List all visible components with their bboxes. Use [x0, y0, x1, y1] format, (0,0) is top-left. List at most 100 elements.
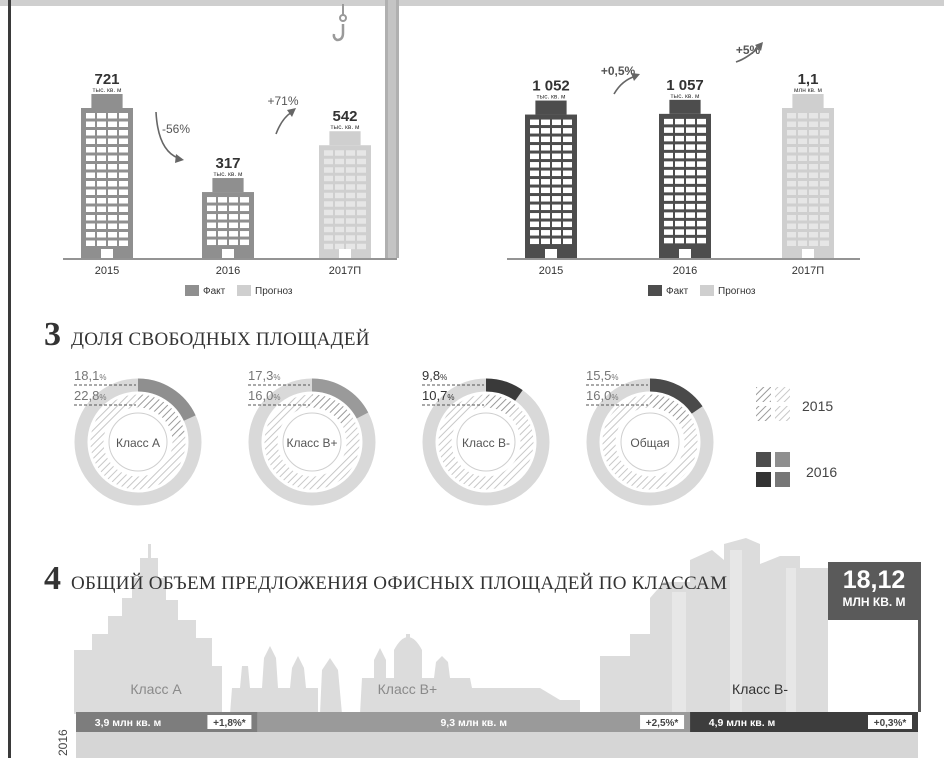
building-window	[809, 181, 818, 187]
building-window	[541, 204, 550, 211]
building-window	[119, 181, 128, 187]
change-arrow-1	[275, 108, 296, 135]
donut-4: Общая 15,5% 16,0%	[586, 368, 714, 506]
building-window	[357, 209, 366, 216]
building-window	[686, 144, 695, 150]
bar-2015	[81, 94, 133, 258]
building-window	[675, 161, 684, 167]
building-window	[119, 206, 128, 212]
building-window	[541, 128, 550, 134]
section-3-title: ДОЛЯ СВОБОДНЫХ ПЛОЩАДЕЙ	[71, 329, 370, 350]
building-window	[357, 235, 366, 241]
donut-value-2016: 17,3%	[248, 368, 280, 383]
building-window	[563, 145, 572, 151]
building-window	[86, 215, 95, 221]
building-window	[346, 235, 355, 241]
building-window	[697, 212, 706, 218]
building-window	[809, 113, 818, 119]
building-window	[697, 118, 706, 125]
year-label-2016: 2016	[673, 265, 697, 277]
building-window	[86, 113, 95, 119]
office-supply-by-class: Класс А 3,9 млн кв. м +1,8%* Класс В+ 9,3 мл…	[76, 681, 918, 758]
building-window	[798, 147, 807, 153]
building-window	[787, 155, 796, 161]
building-door	[802, 249, 814, 258]
building-window	[664, 144, 673, 150]
donut-3: Класс В- 9,8% 10,7%	[422, 368, 550, 506]
building-window	[97, 121, 106, 127]
building-window	[240, 231, 249, 237]
building-window	[675, 186, 684, 193]
moscow-skyline-illustration	[74, 538, 828, 714]
donut-class-label: Класс В-	[462, 436, 510, 450]
building-window	[798, 155, 807, 161]
building-window	[563, 170, 572, 177]
building-window	[97, 113, 106, 119]
building-window	[97, 215, 106, 221]
building-window	[664, 186, 673, 193]
class-name-label: Класс А	[130, 681, 182, 697]
building-window	[335, 218, 344, 224]
building-window	[787, 198, 796, 204]
building-cap	[792, 94, 824, 108]
building-window	[335, 243, 344, 250]
building-window	[229, 231, 238, 237]
building-window	[664, 127, 673, 133]
building-window	[686, 195, 695, 201]
building-window	[675, 178, 684, 184]
building-window	[324, 167, 333, 173]
building-window	[97, 232, 106, 238]
building-window	[675, 118, 684, 125]
donut-class-label: Общая	[630, 436, 669, 450]
building-cap	[669, 99, 701, 114]
building-window	[530, 170, 539, 177]
building-window	[664, 178, 673, 184]
value-label-2017П: 1,1	[798, 71, 819, 88]
building-window	[552, 162, 561, 168]
building-window	[798, 113, 807, 119]
unit-label-2015: тыс. кв. м	[93, 87, 122, 94]
unit-label-2017П: тыс. кв. м	[331, 124, 360, 131]
building-window	[108, 232, 117, 238]
building-window	[324, 243, 333, 250]
building-window	[119, 147, 128, 153]
building-window	[119, 215, 128, 221]
building-window	[820, 223, 829, 229]
building-window	[324, 209, 333, 216]
building-window	[357, 158, 366, 165]
building-window	[97, 181, 106, 187]
building-window	[357, 184, 366, 190]
building-window	[563, 119, 572, 126]
building-door	[679, 249, 691, 258]
building-window	[119, 164, 128, 170]
building-window	[97, 138, 106, 144]
building-window	[541, 119, 550, 126]
building-window	[820, 172, 829, 178]
building-cap	[212, 178, 244, 193]
bar-2015	[525, 100, 577, 258]
building-window	[541, 213, 550, 219]
building-window	[809, 130, 818, 136]
building-window	[820, 113, 829, 119]
value-label-2015: 1 052	[532, 78, 570, 95]
class-bar-1: Класс А 3,9 млн кв. м +1,8%*	[76, 681, 258, 732]
building-window	[787, 164, 796, 170]
class-change-badge	[868, 715, 912, 729]
building-window	[809, 206, 818, 212]
bar-2016	[659, 99, 711, 258]
change-arrow-1	[735, 42, 763, 63]
year-label-text: 2016	[56, 729, 70, 756]
section-4-number: 4	[44, 560, 61, 597]
donut-segment-2015	[137, 394, 186, 438]
building-window	[552, 128, 561, 134]
building-window	[675, 127, 684, 133]
building-window	[563, 136, 572, 143]
change-arrow-0	[613, 73, 640, 95]
building-body	[525, 114, 577, 258]
building-window	[324, 184, 333, 190]
legend-fact-label: Факт	[666, 286, 689, 297]
building-window	[240, 222, 249, 229]
value-label-2015: 721	[94, 71, 119, 88]
building-window	[357, 167, 366, 173]
